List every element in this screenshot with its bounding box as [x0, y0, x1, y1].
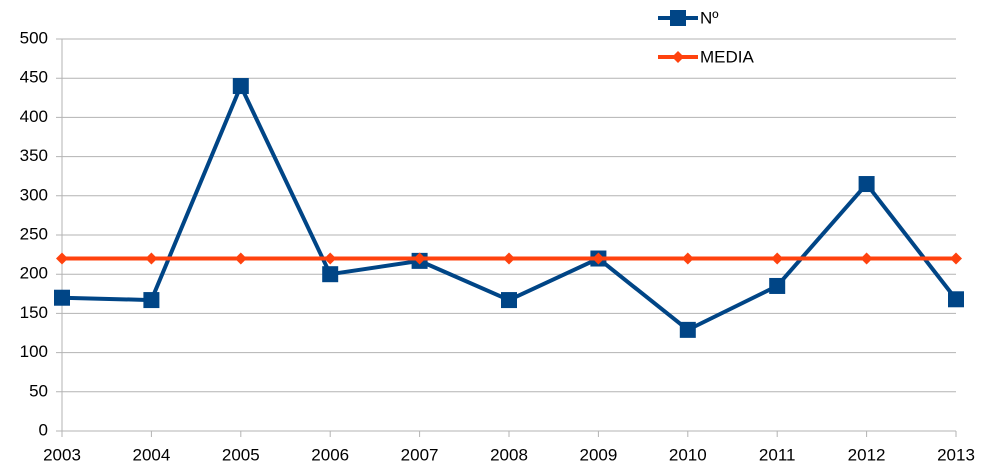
point: [679, 321, 696, 338]
x-tick-label: 2003: [43, 445, 81, 464]
x-tick-label: 2004: [132, 445, 170, 464]
point: [950, 252, 962, 265]
y-tick-label: 450: [20, 68, 48, 87]
legend-label: MEDIA: [700, 47, 755, 66]
x-tick-label: 2005: [222, 445, 260, 464]
point: [592, 252, 605, 265]
x-tick-label: 2011: [759, 445, 796, 464]
point: [769, 277, 786, 294]
point: [771, 252, 784, 265]
x-tick-label: 2006: [311, 445, 349, 464]
point: [858, 176, 875, 193]
point: [56, 252, 68, 265]
y-tick-label: 150: [20, 303, 48, 322]
y-tick-label: 400: [20, 107, 48, 126]
x-tick-label: 2013: [937, 445, 975, 464]
legend-label: Nº: [700, 8, 719, 27]
point: [681, 252, 694, 265]
y-tick-label: 0: [39, 420, 48, 439]
point: [54, 289, 70, 306]
point: [143, 292, 160, 309]
y-tick-label: 250: [20, 224, 48, 243]
y-tick-label: 350: [20, 146, 48, 165]
y-tick-label: 300: [20, 185, 48, 204]
legend-marker: [672, 51, 684, 63]
point: [232, 78, 249, 95]
y-tick-label: 100: [20, 342, 48, 361]
point: [948, 291, 964, 308]
point: [860, 252, 873, 265]
point: [145, 252, 158, 265]
y-tick-label: 50: [29, 381, 48, 400]
point: [501, 292, 517, 309]
x-tick-label: 2010: [669, 445, 707, 464]
x-tick-label: 2009: [579, 445, 617, 464]
point: [234, 252, 247, 265]
point: [324, 252, 337, 265]
point: [322, 266, 339, 283]
x-tick-label: 2007: [401, 445, 439, 464]
y-tick-label: 200: [20, 264, 48, 283]
point: [503, 252, 515, 265]
y-tick-label: 500: [20, 28, 48, 47]
point: [413, 252, 426, 265]
x-tick-label: 2012: [848, 445, 886, 464]
legend-marker: [670, 10, 686, 26]
x-tick-label: 2008: [490, 445, 528, 464]
